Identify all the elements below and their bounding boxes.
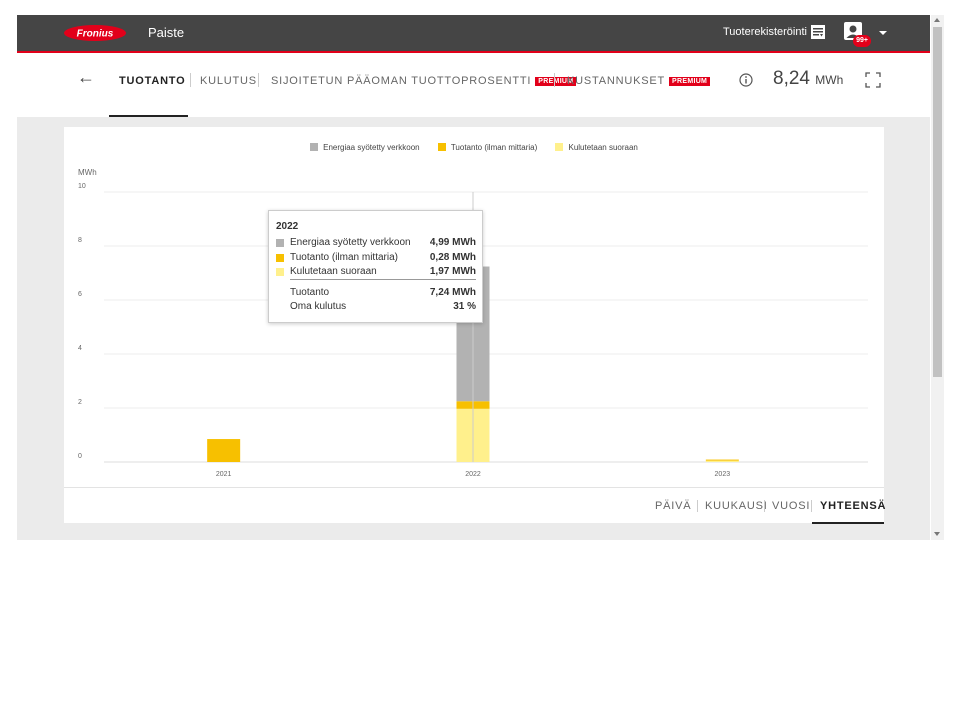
tab-roi[interactable]: SIJOITETUN PÄÄOMAN TUOTTOPROSENTTI PREMIU… — [271, 75, 577, 87]
x-tick-label: 2022 — [465, 471, 481, 478]
notification-badge[interactable]: 99+ — [853, 35, 871, 47]
y-tick-label: 0 — [78, 453, 82, 460]
period-divider — [697, 500, 698, 512]
x-tick-label: 2023 — [715, 471, 731, 478]
scroll-up-icon[interactable] — [934, 18, 940, 22]
tab-kustannukset-label: KUSTANNUKSET — [567, 75, 666, 87]
legend-item-grid-feed[interactable]: Energiaa syötetty verkkoon — [310, 143, 420, 152]
tooltip-value: 31 % — [453, 301, 476, 312]
bar-segment[interactable] — [705, 459, 739, 461]
legend-item-direct-consumption[interactable]: Kulutetaan suoraan — [555, 143, 638, 152]
tooltip-total-row: Tuotanto 7,24 MWh — [276, 287, 476, 299]
period-selector: PÄIVÄ KUUKAUSI VUOSI YHTEENSÄ — [64, 487, 887, 524]
tooltip-label: Oma kulutus — [290, 301, 347, 312]
active-tab-indicator — [109, 115, 188, 117]
period-tab-month[interactable]: KUUKAUSI — [705, 500, 768, 512]
period-divider — [811, 500, 812, 512]
total-production: 8,24 MWh — [773, 68, 843, 90]
back-arrow-icon[interactable]: ← — [77, 67, 95, 87]
chart-card: Energiaa syötetty verkkoon Tuotanto (ilm… — [64, 127, 887, 524]
bar-segment[interactable] — [705, 460, 739, 462]
tooltip-value: 1,97 MWh — [429, 266, 476, 277]
info-icon[interactable] — [739, 73, 753, 87]
tooltip-label: Kulutetaan suoraan — [290, 266, 377, 277]
y-tick-label: 8 — [78, 237, 82, 244]
premium-badge: PREMIUM — [535, 77, 577, 86]
bar-segment[interactable] — [207, 439, 241, 462]
total-unit: MWh — [815, 73, 844, 87]
fullscreen-icon[interactable] — [865, 72, 881, 88]
scroll-down-icon[interactable] — [934, 532, 940, 536]
tab-kustannukset[interactable]: KUSTANNUKSET PREMIUM — [567, 75, 711, 87]
chart-legend: Energiaa syötetty verkkoon Tuotanto (ilm… — [64, 143, 884, 152]
tooltip-swatch — [276, 268, 284, 276]
legend-label: Tuotanto (ilman mittaria) — [450, 143, 538, 152]
tooltip-value: 7,24 MWh — [429, 287, 476, 298]
period-tab-year[interactable]: VUOSI — [772, 500, 811, 512]
scrollbar-thumb[interactable] — [933, 27, 942, 377]
x-tick-label: 2021 — [216, 471, 232, 478]
tooltip-row: Kulutetaan suoraan 1,97 MWh — [276, 266, 476, 278]
tooltip-value: 4,99 MWh — [429, 237, 476, 248]
period-tab-day[interactable]: PÄIVÄ — [655, 500, 692, 512]
product-registration-link[interactable]: Tuoterekisteröinti — [723, 26, 807, 38]
active-period-indicator — [812, 522, 884, 524]
top-bar: Fronius Paiste Tuoterekisteröinti 99+ — [17, 15, 930, 53]
y-tick-label: 2 — [78, 399, 82, 406]
tooltip-row: Energiaa syötetty verkkoon 4,99 MWh — [276, 237, 476, 249]
registration-icon[interactable] — [810, 24, 826, 40]
legend-swatch — [437, 143, 446, 151]
period-tab-total[interactable]: YHTEENSÄ — [820, 500, 887, 512]
tooltip-swatch — [276, 239, 284, 247]
tooltip-divider — [290, 279, 476, 280]
tooltip-label: Tuotanto — [290, 287, 330, 298]
chart-tooltip: 2022 Energiaa syötetty verkkoon 4,99 MWh… — [268, 210, 483, 323]
legend-item-production[interactable]: Tuotanto (ilman mittaria) — [437, 143, 538, 152]
main-nav: ← TUOTANTO KULUTUS SIJOITETUN PÄÄOMAN TU… — [17, 53, 930, 117]
tooltip-label: Energiaa syötetty verkkoon — [290, 237, 411, 248]
y-axis-label: MWh — [78, 168, 97, 177]
tab-tuotanto[interactable]: TUOTANTO — [119, 75, 186, 87]
page-scrollbar[interactable] — [931, 15, 944, 540]
tab-divider — [554, 73, 555, 87]
tooltip-title: 2022 — [276, 221, 299, 232]
y-tick-label: 10 — [78, 183, 86, 190]
tab-divider — [190, 73, 191, 87]
tooltip-total-row: Oma kulutus 31 % — [276, 301, 476, 313]
tooltip-value: 0,28 MWh — [429, 252, 476, 263]
caret-down-icon[interactable] — [879, 31, 887, 35]
legend-label: Kulutetaan suoraan — [568, 143, 638, 152]
tab-roi-label: SIJOITETUN PÄÄOMAN TUOTTOPROSENTTI — [271, 75, 532, 87]
legend-swatch — [555, 143, 564, 151]
tooltip-swatch — [276, 254, 284, 262]
y-tick-label: 6 — [78, 291, 82, 298]
app-window: Fronius Paiste Tuoterekisteröinti 99+ ← … — [17, 15, 930, 540]
tooltip-row: Tuotanto (ilman mittaria) 0,28 MWh — [276, 252, 476, 264]
tooltip-label: Tuotanto (ilman mittaria) — [290, 252, 398, 263]
y-tick-label: 4 — [78, 345, 82, 352]
premium-badge: PREMIUM — [669, 77, 711, 86]
fronius-logo[interactable]: Fronius — [63, 24, 127, 42]
tab-divider — [258, 73, 259, 87]
total-value: 8,24 — [773, 68, 810, 89]
legend-label: Energiaa syötetty verkkoon — [323, 143, 420, 152]
logo-text: Fronius — [77, 29, 114, 40]
period-divider — [764, 500, 765, 512]
legend-swatch — [310, 143, 319, 151]
app-title: Paiste — [148, 25, 185, 40]
tab-kulutus[interactable]: KULUTUS — [200, 75, 257, 87]
